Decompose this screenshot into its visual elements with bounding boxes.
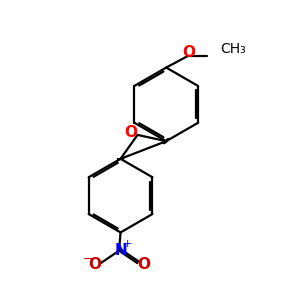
Text: O: O (137, 257, 150, 272)
Text: O: O (124, 125, 138, 140)
Text: N: N (114, 243, 127, 258)
Text: +: + (123, 239, 132, 249)
Text: O: O (182, 45, 195, 60)
Text: O: O (88, 257, 101, 272)
Text: CH₃: CH₃ (221, 42, 246, 56)
Text: −: − (82, 252, 93, 266)
